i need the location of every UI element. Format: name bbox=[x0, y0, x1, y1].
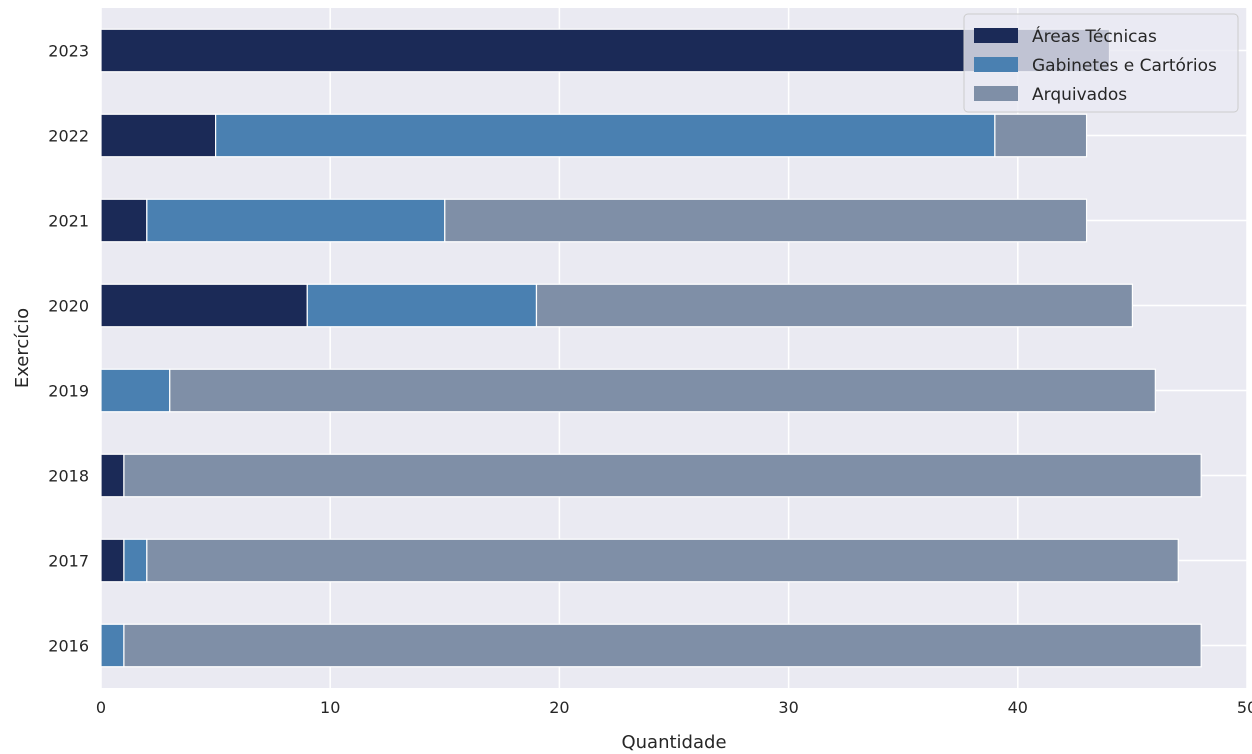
y-tick-labels: 2016 2017 2018 2019 2020 2021 2022 2023 bbox=[48, 42, 89, 656]
bars bbox=[100, 28, 1202, 668]
bar-2017-series-1 bbox=[123, 538, 148, 583]
bar-2021-series-0 bbox=[100, 198, 148, 243]
bar-2022-series-1 bbox=[215, 113, 996, 158]
legend-entry-label: Arquivados bbox=[1032, 85, 1127, 105]
x-tick-labels: 0 10 20 30 40 50 bbox=[96, 698, 1252, 717]
y-axis-label: Exercício bbox=[12, 308, 33, 388]
bar-2018-series-0 bbox=[100, 453, 125, 498]
bar-2019-series-2 bbox=[169, 368, 1156, 413]
y-tick-label: 2018 bbox=[48, 467, 89, 486]
legend-entry-label: Gabinetes e Cartórios bbox=[1032, 56, 1217, 76]
y-tick-label: 2022 bbox=[48, 127, 89, 146]
x-tick-label: 50 bbox=[1237, 698, 1252, 717]
bar-2020-series-2 bbox=[535, 283, 1133, 328]
x-tick-label: 0 bbox=[96, 698, 106, 717]
bar-2020-series-0 bbox=[100, 283, 308, 328]
bar-2020-series-1 bbox=[306, 283, 538, 328]
x-axis-label: Quantidade bbox=[621, 732, 726, 753]
y-tick-label: 2023 bbox=[48, 42, 89, 61]
legend-swatch bbox=[974, 86, 1018, 101]
bar-2016-series-1 bbox=[100, 623, 125, 668]
bar-2021-series-1 bbox=[146, 198, 446, 243]
legend-swatch bbox=[974, 28, 1018, 43]
x-tick-label: 40 bbox=[1008, 698, 1028, 717]
bar-2022-series-0 bbox=[100, 113, 217, 158]
legend-entry-label: Áreas Técnicas bbox=[1032, 25, 1157, 47]
bar-2017-series-0 bbox=[100, 538, 125, 583]
bar-2019-series-1 bbox=[100, 368, 171, 413]
y-tick-label: 2016 bbox=[48, 637, 89, 656]
bar-2018-series-2 bbox=[123, 453, 1202, 498]
y-tick-label: 2017 bbox=[48, 552, 89, 571]
bar-2023-series-0 bbox=[100, 28, 1111, 73]
legend-box bbox=[963, 13, 1239, 113]
legend-swatch bbox=[974, 57, 1018, 72]
y-tick-label: 2021 bbox=[48, 212, 89, 231]
bar-2017-series-2 bbox=[146, 538, 1179, 583]
bar-2016-series-2 bbox=[123, 623, 1202, 668]
bar-2021-series-2 bbox=[444, 198, 1088, 243]
y-tick-label: 2019 bbox=[48, 382, 89, 401]
x-tick-label: 30 bbox=[778, 698, 798, 717]
bar-2022-series-2 bbox=[994, 113, 1088, 158]
x-tick-label: 20 bbox=[549, 698, 569, 717]
x-tick-label: 10 bbox=[320, 698, 340, 717]
legend: Áreas Técnicas Gabinetes e Cartórios Arqui… bbox=[963, 13, 1239, 113]
y-tick-label: 2020 bbox=[48, 297, 89, 316]
